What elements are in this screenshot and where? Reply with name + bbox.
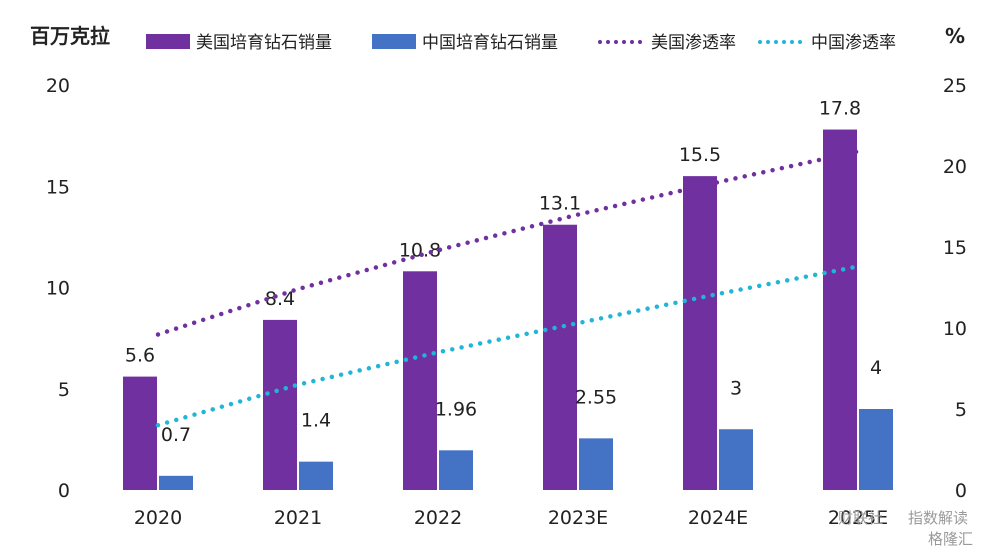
bars xyxy=(123,129,893,491)
cn-sales-label-2: 1.96 xyxy=(435,398,477,420)
cn-sales-label-0: 0.7 xyxy=(161,424,191,446)
us-sales-label-1: 8.4 xyxy=(265,288,295,310)
us-sales-bar-0 xyxy=(123,376,157,490)
legend-label-cn-sales: 中国培育钻石销量 xyxy=(422,33,558,53)
watermark-text-2: 指数解读 xyxy=(908,509,968,527)
cn-sales-bar-1 xyxy=(299,461,333,490)
x-tick-4: 2024E xyxy=(688,507,748,529)
cn-sales-bar-4 xyxy=(719,429,753,490)
rate-lines xyxy=(155,149,861,428)
us-sales-bar-3 xyxy=(543,224,577,490)
right-tick-5: 25 xyxy=(943,75,967,97)
us-sales-bar-1 xyxy=(263,319,297,490)
us-sales-bar-4 xyxy=(683,176,717,490)
left-axis-ticks: 0 5 10 15 20 xyxy=(46,75,70,502)
left-tick-1: 5 xyxy=(58,379,70,401)
legend: 美国培育钻石销量 中国培育钻石销量 美国渗透率 中国渗透率 xyxy=(146,33,896,53)
cn-sales-label-4: 3 xyxy=(730,377,742,399)
cn-sales-label-1: 1.4 xyxy=(301,410,331,432)
right-axis-unit: % xyxy=(945,24,965,48)
cn-sales-label-3: 2.55 xyxy=(575,386,617,408)
legend-swatch-cn-sales xyxy=(372,34,416,49)
right-tick-0: 0 xyxy=(955,480,967,502)
legend-label-us-sales: 美国培育钻石销量 xyxy=(196,33,332,53)
right-axis-ticks: 0 5 10 15 20 25 xyxy=(943,75,967,502)
us-sales-label-0: 5.6 xyxy=(125,345,155,367)
right-tick-4: 20 xyxy=(943,156,967,178)
cn-sales-bar-3 xyxy=(579,438,613,490)
x-tick-2: 2022 xyxy=(414,507,462,529)
left-tick-0: 0 xyxy=(58,480,70,502)
watermark: 财联社 指数解读 格隆汇 xyxy=(838,509,973,548)
x-tick-3: 2023E xyxy=(548,507,608,529)
left-tick-4: 20 xyxy=(46,75,70,97)
cn-sales-bar-2 xyxy=(439,450,473,490)
right-tick-1: 5 xyxy=(955,399,967,421)
watermark-text-3: 格隆汇 xyxy=(928,530,973,548)
legend-label-us-rate: 美国渗透率 xyxy=(651,33,736,53)
legend-label-cn-rate: 中国渗透率 xyxy=(811,33,896,53)
us-sales-bar-5 xyxy=(823,129,857,491)
watermark-text-1: 财联社 xyxy=(838,509,883,527)
us-sales-bar-2 xyxy=(403,271,437,490)
right-tick-2: 10 xyxy=(943,318,967,340)
left-axis-unit: 百万克拉 xyxy=(30,24,110,48)
us-rate-line xyxy=(155,149,861,337)
us-sales-label-2: 10.8 xyxy=(399,239,441,261)
us-sales-label-5: 17.8 xyxy=(819,98,861,120)
cn-sales-bar-0 xyxy=(159,475,193,490)
x-tick-0: 2020 xyxy=(134,507,182,529)
x-tick-5: 2025E xyxy=(828,507,888,529)
cn-sales-bar-5 xyxy=(859,409,893,490)
x-tick-1: 2021 xyxy=(274,507,322,529)
us-sales-label-4: 15.5 xyxy=(679,144,721,166)
legend-swatch-us-sales xyxy=(146,34,190,49)
left-tick-3: 15 xyxy=(46,176,70,198)
right-tick-3: 15 xyxy=(943,237,967,259)
cn-rate-line xyxy=(155,264,861,428)
cn-sales-label-5: 4 xyxy=(870,357,882,379)
us-sales-label-3: 13.1 xyxy=(539,193,581,215)
bar-labels: 5.6 8.4 10.8 13.1 15.5 17.8 0.7 1.4 1.96 2.55 3 4 xyxy=(125,98,882,446)
x-axis-ticks: 2020 2021 2022 2023E 2024E 2025E xyxy=(134,507,888,529)
left-tick-2: 10 xyxy=(46,278,70,300)
